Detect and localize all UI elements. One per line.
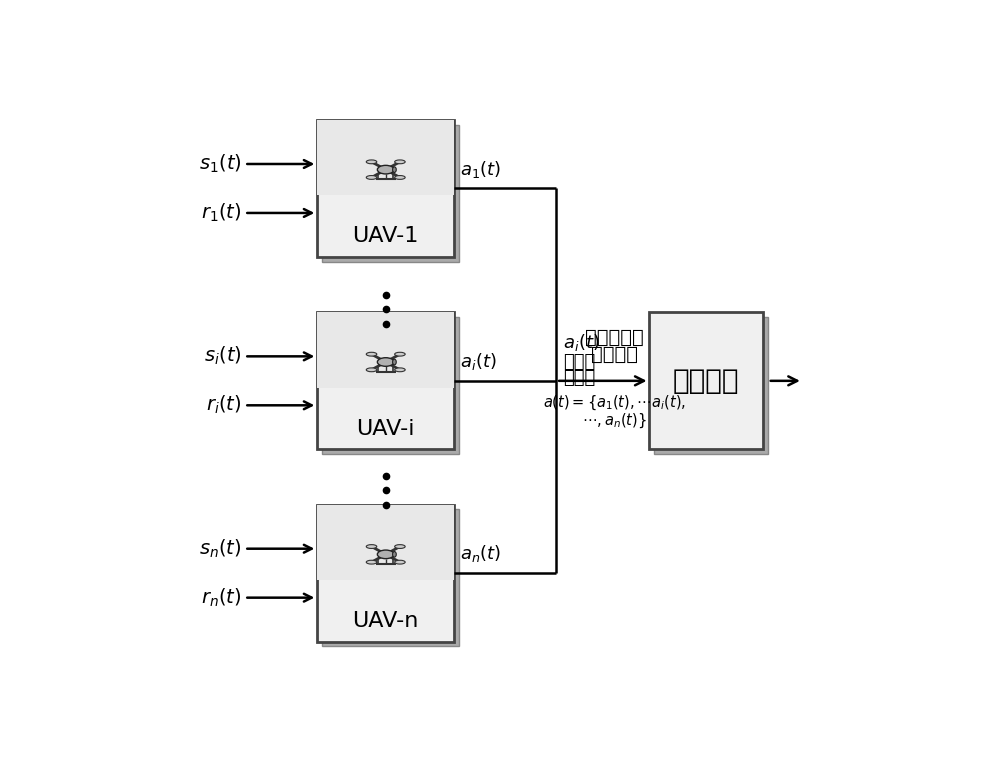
Ellipse shape bbox=[377, 550, 394, 559]
Text: 理行为: 理行为 bbox=[563, 369, 595, 387]
Text: $r_i(t)$: $r_i(t)$ bbox=[206, 394, 241, 416]
Bar bbox=[322, 125, 459, 262]
Text: $\cdots, a_n(t)\}$: $\cdots, a_n(t)\}$ bbox=[582, 411, 647, 430]
Ellipse shape bbox=[366, 352, 377, 356]
Text: UAV-i: UAV-i bbox=[356, 419, 415, 439]
Ellipse shape bbox=[366, 368, 377, 372]
Bar bbox=[317, 120, 454, 257]
Ellipse shape bbox=[395, 160, 405, 164]
Ellipse shape bbox=[377, 165, 394, 174]
Text: $s_n(t)$: $s_n(t)$ bbox=[199, 537, 241, 560]
Text: UAV-1: UAV-1 bbox=[353, 226, 419, 247]
Ellipse shape bbox=[366, 176, 377, 179]
Bar bbox=[317, 313, 454, 388]
Ellipse shape bbox=[393, 360, 396, 365]
Ellipse shape bbox=[395, 352, 405, 356]
Bar bbox=[649, 313, 763, 450]
Text: $s_i(t)$: $s_i(t)$ bbox=[204, 345, 241, 367]
Ellipse shape bbox=[395, 544, 405, 549]
Ellipse shape bbox=[366, 560, 377, 564]
Text: $a_i(t)$: $a_i(t)$ bbox=[460, 351, 497, 372]
Text: $a_1(t)$: $a_1(t)$ bbox=[460, 159, 501, 179]
Ellipse shape bbox=[393, 167, 396, 173]
Text: $a(t) = \{a_1(t), \cdots a_i(t),$: $a(t) = \{a_1(t), \cdots a_i(t),$ bbox=[543, 394, 686, 412]
Text: $r_1(t)$: $r_1(t)$ bbox=[201, 202, 241, 224]
Ellipse shape bbox=[366, 544, 377, 549]
Bar bbox=[322, 509, 459, 646]
Bar bbox=[322, 317, 459, 454]
Ellipse shape bbox=[395, 176, 405, 179]
Text: 资源管: 资源管 bbox=[563, 354, 595, 371]
Bar bbox=[317, 313, 454, 450]
Text: 网络环境: 网络环境 bbox=[673, 367, 740, 395]
Ellipse shape bbox=[395, 560, 405, 564]
Text: $a_i(t)$: $a_i(t)$ bbox=[563, 332, 600, 354]
Text: 联合的资源: 联合的资源 bbox=[585, 328, 644, 347]
Ellipse shape bbox=[393, 552, 396, 557]
Bar bbox=[654, 317, 768, 454]
Text: $s_1(t)$: $s_1(t)$ bbox=[199, 153, 241, 175]
Ellipse shape bbox=[395, 368, 405, 372]
Text: $a_n(t)$: $a_n(t)$ bbox=[460, 544, 501, 565]
Text: $r_n(t)$: $r_n(t)$ bbox=[201, 587, 241, 609]
Bar bbox=[317, 505, 454, 580]
Text: UAV-n: UAV-n bbox=[353, 611, 419, 631]
Ellipse shape bbox=[377, 358, 394, 366]
Text: 管理行为: 管理行为 bbox=[591, 345, 638, 364]
Bar bbox=[317, 505, 454, 642]
Ellipse shape bbox=[366, 160, 377, 164]
Bar bbox=[317, 120, 454, 195]
